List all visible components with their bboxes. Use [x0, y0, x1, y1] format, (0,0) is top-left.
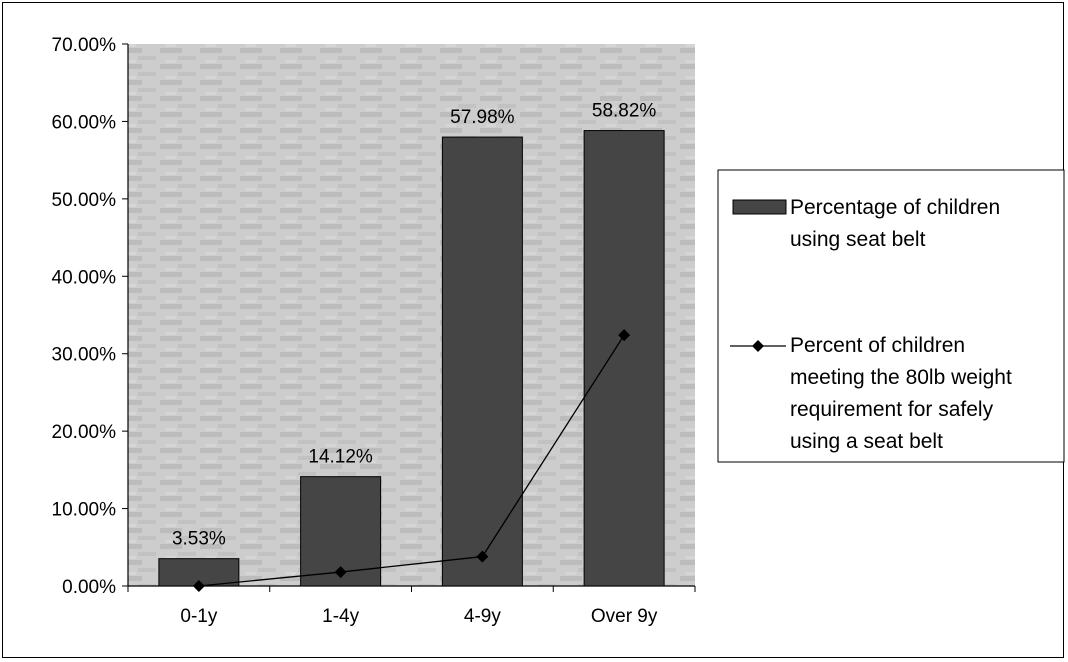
bar [441, 136, 523, 587]
legend: Percentage of children using seat belt P… [717, 169, 1065, 463]
legend-line-line-1: Percent of children [790, 334, 965, 357]
line-series [192, 329, 631, 592]
legend-box [717, 169, 1065, 463]
y-tick-label: 70.00% [52, 35, 117, 56]
x-category-label: 4-9y [464, 606, 501, 627]
line-point-marker [618, 329, 631, 342]
y-tick-label: 30.00% [52, 345, 117, 366]
bar-data-label: 58.82% [592, 101, 657, 122]
legend-bar-swatch [732, 199, 787, 215]
x-category-label: 1-4y [322, 606, 359, 627]
bar-data-label: 14.12% [308, 447, 373, 468]
y-tick-label: 0.00% [62, 577, 116, 598]
legend-line-line-4: using a seat belt [790, 430, 943, 453]
bar [583, 130, 665, 587]
series-line [198, 334, 625, 587]
line-point-marker [334, 566, 347, 579]
line-point-marker [476, 550, 489, 563]
legend-line-line-3: requirement for safely [790, 398, 994, 421]
bars [158, 130, 665, 587]
legend-diamond-marker [752, 340, 764, 352]
x-category-label: Over 9y [591, 606, 658, 627]
legend-line-line-2: meeting the 80lb weight [790, 366, 1012, 389]
bar-data-label: 57.98% [450, 107, 515, 128]
y-tick-label: 50.00% [52, 190, 117, 211]
y-tick-label: 60.00% [52, 112, 117, 133]
bar-data-label: 3.53% [172, 529, 226, 550]
y-tick-label: 10.00% [52, 500, 117, 521]
y-tick-label: 40.00% [52, 267, 117, 288]
legend-bar-line-2: using seat belt [790, 228, 926, 251]
data-labels: 3.53% 14.12% 57.98% 58.82% [172, 101, 657, 550]
legend-bar-line-1: Percentage of children [790, 196, 1000, 219]
line-point-marker [192, 580, 205, 592]
axes: 0.00% 10.00% 20.00% 30.00% 40.00% 50.00% 60.00… [52, 35, 696, 627]
x-category-label: 0-1y [180, 606, 217, 627]
y-tick-label: 20.00% [52, 422, 117, 443]
